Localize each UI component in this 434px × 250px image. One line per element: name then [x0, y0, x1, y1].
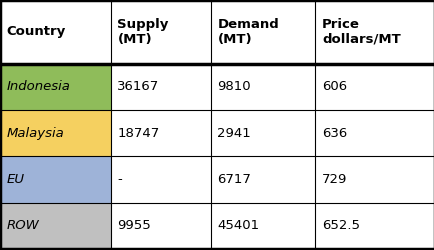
- Text: 6717: 6717: [217, 173, 251, 186]
- FancyBboxPatch shape: [210, 156, 315, 202]
- FancyBboxPatch shape: [111, 64, 210, 110]
- Text: 36167: 36167: [117, 80, 159, 93]
- FancyBboxPatch shape: [0, 202, 111, 249]
- Text: Indonesia: Indonesia: [7, 80, 70, 93]
- FancyBboxPatch shape: [210, 110, 315, 156]
- FancyBboxPatch shape: [315, 156, 434, 202]
- FancyBboxPatch shape: [315, 110, 434, 156]
- FancyBboxPatch shape: [0, 156, 111, 202]
- Text: 45401: 45401: [217, 219, 259, 232]
- Text: Supply
(MT): Supply (MT): [117, 18, 168, 46]
- Text: 636: 636: [321, 126, 346, 140]
- Text: 652.5: 652.5: [321, 219, 359, 232]
- FancyBboxPatch shape: [315, 64, 434, 110]
- Text: 18747: 18747: [117, 126, 159, 140]
- Text: -: -: [117, 173, 122, 186]
- Text: Country: Country: [7, 26, 66, 38]
- FancyBboxPatch shape: [315, 0, 434, 64]
- Text: 9955: 9955: [117, 219, 151, 232]
- Text: 9810: 9810: [217, 80, 250, 93]
- FancyBboxPatch shape: [210, 202, 315, 249]
- FancyBboxPatch shape: [111, 156, 210, 202]
- Text: 606: 606: [321, 80, 346, 93]
- FancyBboxPatch shape: [111, 110, 210, 156]
- Text: EU: EU: [7, 173, 25, 186]
- FancyBboxPatch shape: [0, 64, 111, 110]
- Text: Price
dollars/MT: Price dollars/MT: [321, 18, 400, 46]
- Text: ROW: ROW: [7, 219, 39, 232]
- Text: 2941: 2941: [217, 126, 251, 140]
- Text: Demand
(MT): Demand (MT): [217, 18, 279, 46]
- FancyBboxPatch shape: [0, 0, 111, 64]
- FancyBboxPatch shape: [0, 110, 111, 156]
- Text: 729: 729: [321, 173, 346, 186]
- FancyBboxPatch shape: [210, 0, 315, 64]
- Text: Malaysia: Malaysia: [7, 126, 64, 140]
- FancyBboxPatch shape: [111, 0, 210, 64]
- FancyBboxPatch shape: [111, 202, 210, 249]
- FancyBboxPatch shape: [210, 64, 315, 110]
- FancyBboxPatch shape: [315, 202, 434, 249]
